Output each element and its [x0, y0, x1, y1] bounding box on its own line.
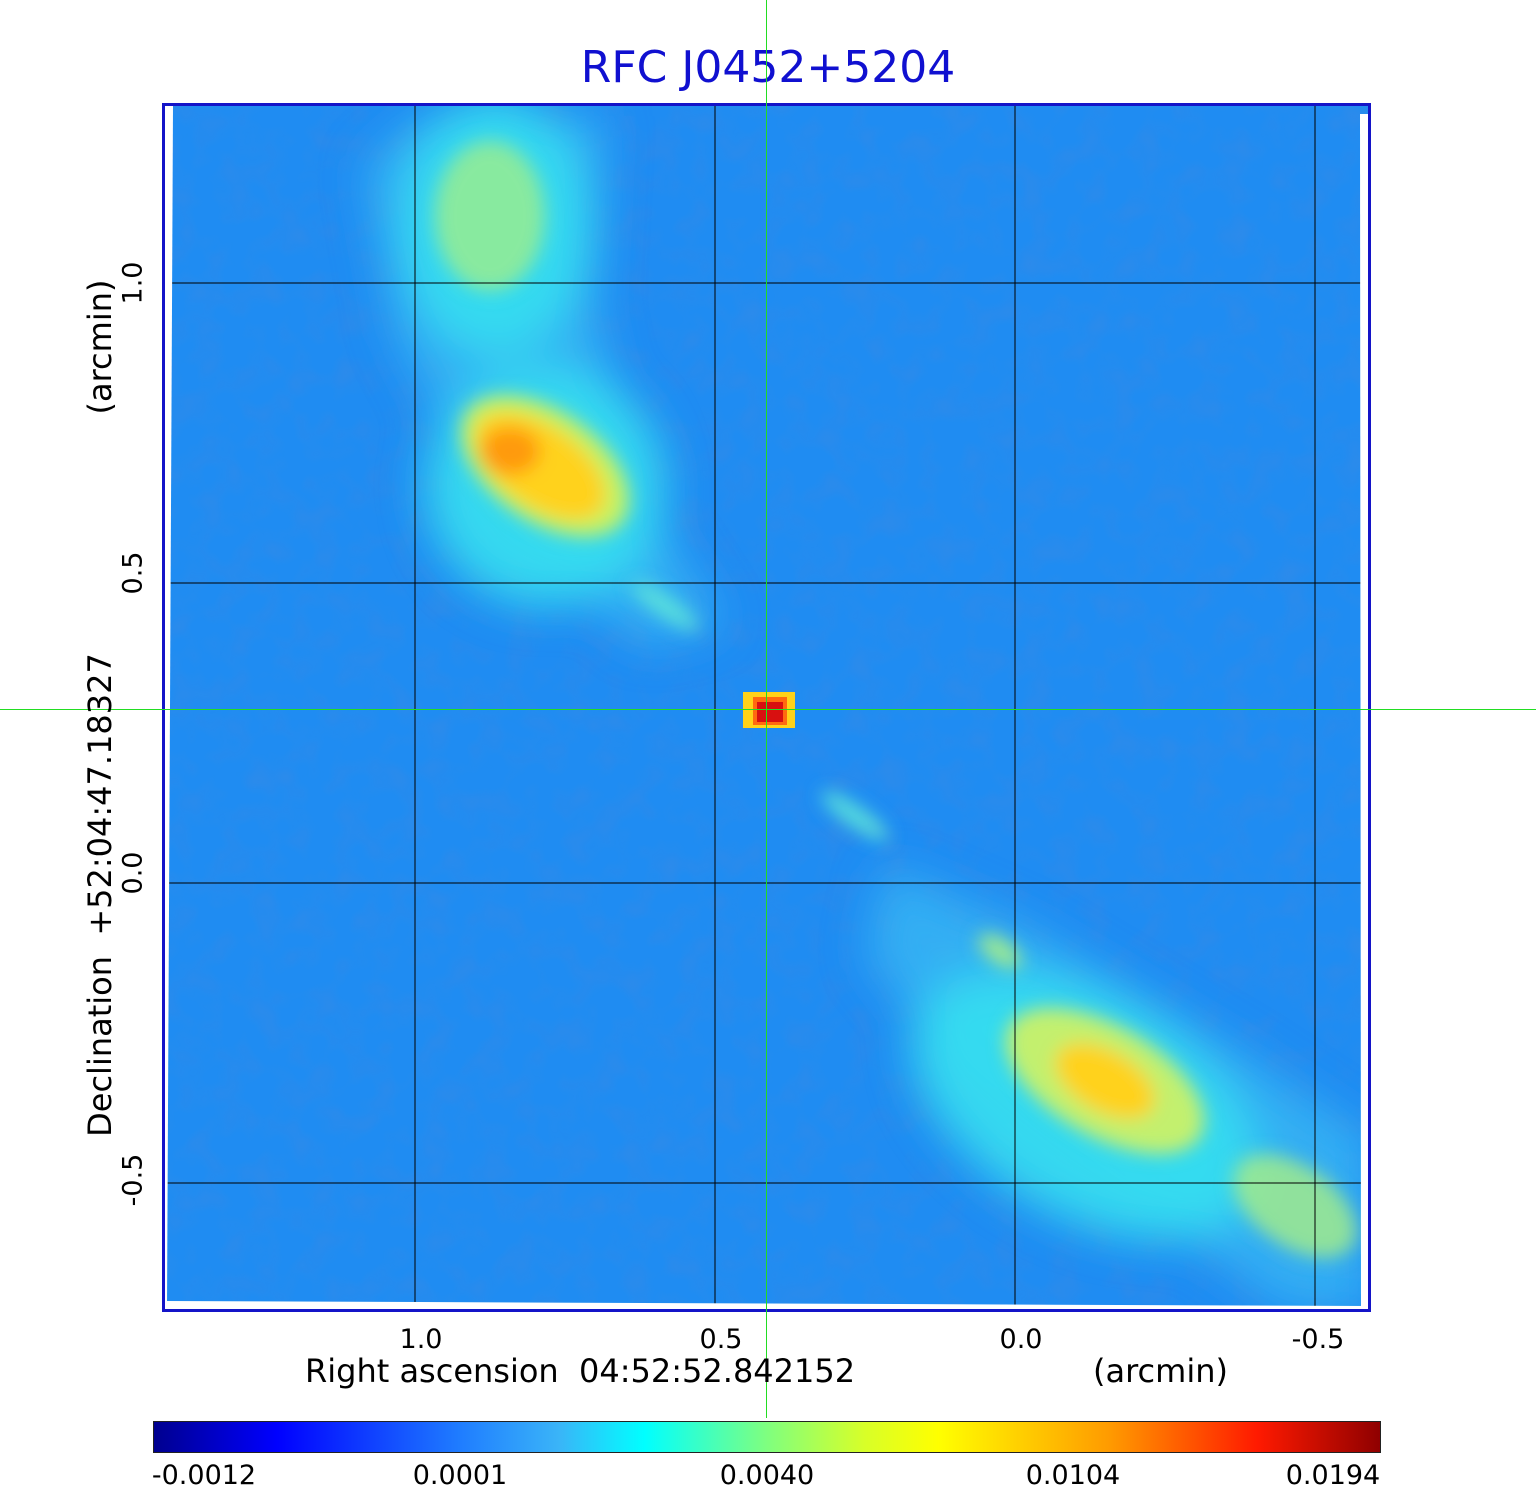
colorbar-tick-label: 0.0001 — [412, 1460, 508, 1491]
colorbar-tick-label: 0.0194 — [1285, 1460, 1381, 1491]
colorbar — [153, 1421, 1381, 1453]
x-axis-unit: (arcmin) — [1093, 1352, 1228, 1390]
colorbar-tick-label: 0.0040 — [719, 1460, 815, 1491]
x-tick-label: 1.0 — [399, 1324, 443, 1355]
image-title: RFC J0452+5204 — [580, 42, 956, 93]
y-tick-label: 0.0 — [117, 851, 149, 895]
x-tick-label: -0.5 — [1291, 1324, 1345, 1355]
colorbar-tick-label: 0.0104 — [1025, 1460, 1121, 1491]
crosshair-horizontal — [0, 709, 1536, 710]
y-tick-label: 0.5 — [117, 551, 149, 595]
colorbar-tick-label: -0.0012 — [151, 1460, 257, 1491]
y-tick-label: -0.5 — [117, 1153, 149, 1207]
y-tick-label: 1.0 — [117, 261, 149, 305]
x-axis-label: Right ascension 04:52:52.842152 — [305, 1352, 856, 1390]
y-axis-unit: (arcmin) — [81, 279, 119, 415]
x-tick-label: 0.5 — [699, 1324, 743, 1355]
x-tick-label: 0.0 — [999, 1324, 1043, 1355]
y-axis-label: Declination +52:04:47.18327 — [81, 653, 119, 1137]
